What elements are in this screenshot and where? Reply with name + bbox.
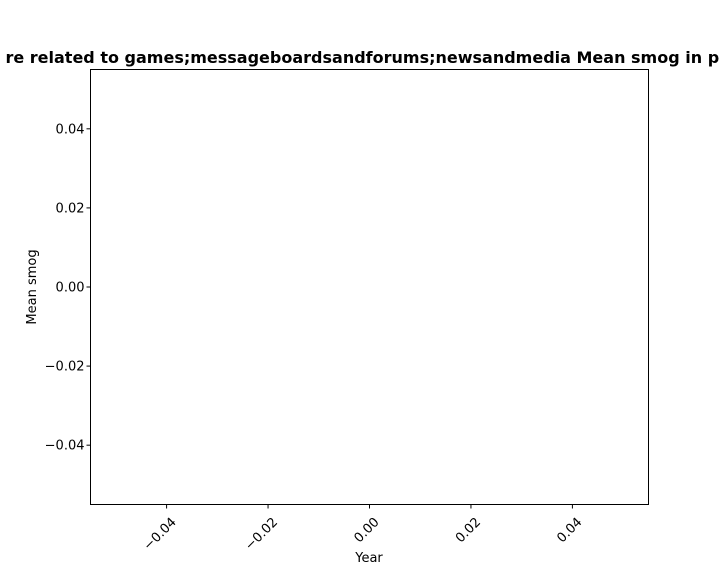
x-axis-label: Year	[354, 551, 383, 566]
x-tick-label: −0.04	[141, 515, 180, 554]
x-axis-ticks: −0.04 −0.02 0.00 0.02 0.04	[141, 504, 585, 554]
y-tick-label: 0.04	[56, 122, 85, 137]
y-axis-label: Mean smog	[25, 249, 40, 324]
y-tick-label: 0.02	[56, 201, 85, 216]
plot-area	[90, 69, 649, 505]
chart-title: re related to games;messageboardsandforu…	[5, 48, 720, 67]
y-tick-label: −0.04	[45, 439, 85, 454]
y-axis-ticks: 0.04 0.02 0.00 −0.02 −0.04	[45, 122, 91, 454]
x-tick-label: 0.00	[351, 515, 382, 546]
y-tick-label: −0.02	[45, 360, 85, 375]
x-tick-label: 0.02	[453, 515, 484, 546]
x-tick-label: −0.02	[242, 515, 281, 554]
x-tick-label: 0.04	[554, 515, 585, 546]
y-tick-label: 0.00	[56, 281, 85, 296]
